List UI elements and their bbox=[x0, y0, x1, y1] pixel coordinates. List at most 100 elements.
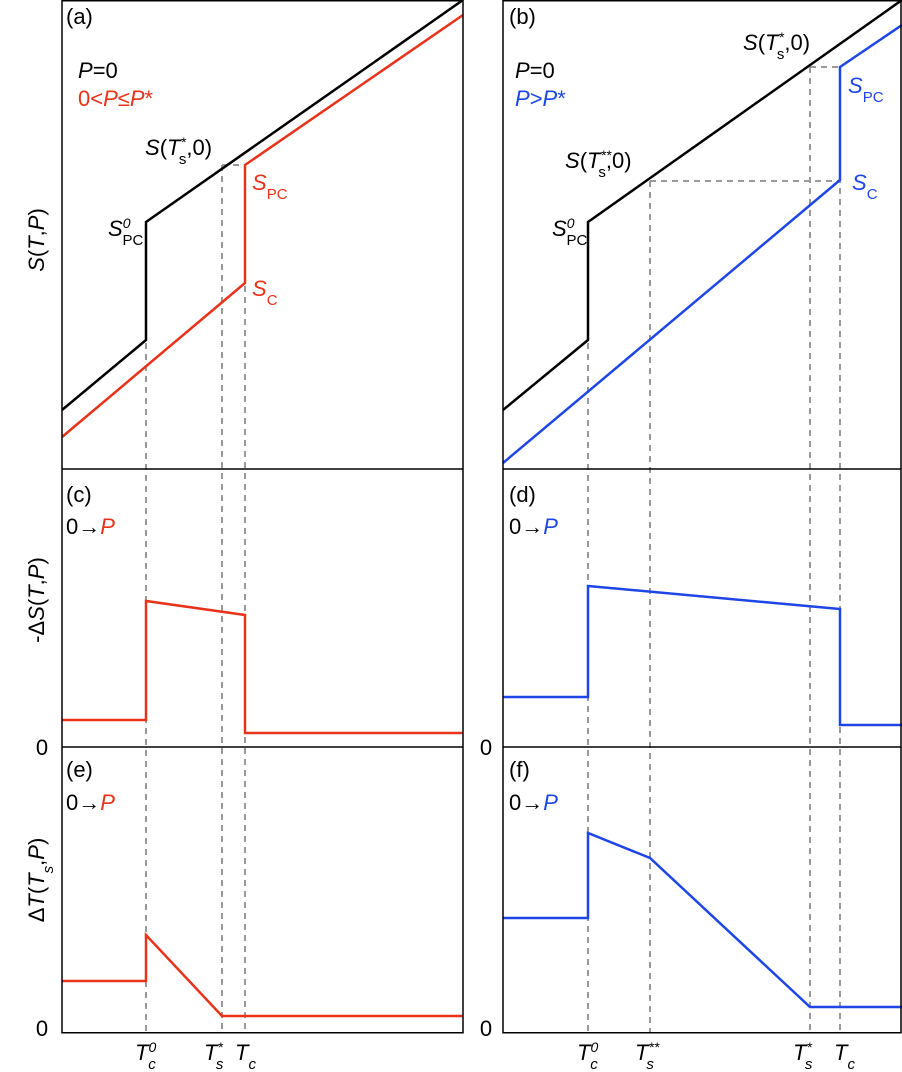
x-label: Tc bbox=[235, 1040, 256, 1072]
zero-label: 0 bbox=[36, 735, 48, 760]
label-part: 0 bbox=[590, 1039, 598, 1055]
label-part: T bbox=[793, 1040, 808, 1065]
label-part: -Δ bbox=[24, 620, 49, 642]
label-part: c bbox=[248, 1056, 256, 1072]
label-part: S bbox=[24, 257, 49, 272]
label-part: T bbox=[167, 135, 182, 160]
label-part: S bbox=[24, 606, 49, 621]
curve-dt bbox=[503, 831, 902, 1009]
label-part: 0< bbox=[78, 86, 103, 111]
label-part: 0→ bbox=[66, 790, 100, 815]
label-part: Δ bbox=[24, 907, 49, 922]
frames bbox=[61, 0, 902, 1034]
label-part: ( bbox=[580, 148, 588, 173]
process: 0→P bbox=[509, 514, 558, 539]
label-part: s bbox=[179, 151, 187, 168]
label-part: T bbox=[635, 1040, 650, 1065]
label-part: P bbox=[515, 58, 530, 83]
panel-tag: (b) bbox=[509, 4, 536, 29]
label-part: =0 bbox=[530, 58, 555, 83]
label-part: * bbox=[145, 86, 154, 111]
panel-tag: (e) bbox=[66, 757, 93, 782]
annotation: S(T* s,0) bbox=[145, 134, 212, 168]
curve-dt bbox=[62, 931, 463, 1018]
label-part: ( bbox=[160, 135, 168, 160]
legend-entry: 0<P≤P* bbox=[78, 86, 154, 111]
label-part: * bbox=[557, 86, 566, 111]
label-part: S bbox=[108, 216, 123, 241]
label-part: S bbox=[565, 148, 580, 173]
label-part: c bbox=[148, 1056, 156, 1072]
label-part: s bbox=[646, 1056, 654, 1072]
label-part: s bbox=[598, 164, 606, 181]
zero-label: 0 bbox=[480, 1016, 492, 1041]
label-part: P bbox=[24, 215, 49, 230]
label-part: ** bbox=[648, 1039, 659, 1055]
process: 0→P bbox=[509, 790, 558, 815]
label-part: S bbox=[145, 135, 160, 160]
label-part: T bbox=[24, 893, 49, 908]
process: 0→P bbox=[66, 790, 115, 815]
label-part: 0→ bbox=[509, 514, 543, 539]
label-part: , bbox=[24, 860, 49, 866]
annotation: S(T** s,0) bbox=[565, 147, 632, 181]
label-part: s bbox=[40, 865, 57, 873]
label-part: T bbox=[765, 30, 780, 55]
annotation: SPC bbox=[252, 170, 288, 203]
panel-tag: (f) bbox=[509, 757, 530, 782]
label-part: c bbox=[847, 1056, 855, 1072]
label-part: 0→ bbox=[66, 514, 100, 539]
label-part: T bbox=[24, 235, 49, 250]
label-part: S bbox=[743, 30, 758, 55]
label-part: T bbox=[135, 1040, 150, 1065]
curve-p0 bbox=[502, 0, 902, 411]
panel-tag: (d) bbox=[509, 482, 536, 507]
y-axis-label: -ΔS(T,P) bbox=[24, 557, 49, 643]
label-part: ** bbox=[600, 147, 611, 163]
panel-tag: (a) bbox=[66, 4, 93, 29]
label-part: P bbox=[24, 845, 49, 860]
label-part: PC bbox=[566, 232, 587, 249]
label-part: S bbox=[252, 170, 267, 195]
label-part: PC bbox=[267, 186, 288, 203]
label-part: T bbox=[834, 1040, 849, 1065]
label-part: S bbox=[848, 73, 863, 98]
curve-p0 bbox=[61, 0, 464, 411]
label-part: ( bbox=[24, 598, 49, 606]
label-part: ) bbox=[24, 208, 49, 215]
label-part: , bbox=[24, 579, 49, 585]
annotation: SC bbox=[252, 276, 278, 309]
zero-label: 0 bbox=[36, 1016, 48, 1041]
legend-entry: P>P* bbox=[515, 86, 566, 111]
x-label: T** s bbox=[635, 1039, 660, 1072]
label-part: P bbox=[103, 86, 118, 111]
annotation: S(T* s,0) bbox=[743, 29, 810, 63]
guides bbox=[145, 66, 841, 1033]
label-part: T bbox=[24, 584, 49, 599]
label-part: ( bbox=[758, 30, 766, 55]
annotation: S0 PC bbox=[108, 215, 143, 249]
y-axis-label: ΔT(Ts,P) bbox=[24, 838, 57, 923]
label-part: 0 bbox=[123, 215, 131, 231]
label-part: P bbox=[543, 86, 558, 111]
label-part: P bbox=[515, 86, 530, 111]
label-part: P bbox=[130, 86, 145, 111]
label-part: * bbox=[778, 29, 784, 45]
label-part: P bbox=[543, 514, 558, 539]
label-part: 0 bbox=[148, 1039, 156, 1055]
process: 0→P bbox=[66, 514, 115, 539]
curve-ds bbox=[62, 599, 463, 735]
label-part: P bbox=[100, 790, 115, 815]
label-part: =0 bbox=[93, 58, 118, 83]
annotation: S0 PC bbox=[552, 215, 587, 249]
label-part: , bbox=[24, 230, 49, 236]
y-axis-label: S(T,P) bbox=[24, 208, 49, 272]
label-part: * bbox=[180, 134, 186, 150]
label-part: C bbox=[267, 292, 278, 309]
label-part: 0→ bbox=[509, 790, 543, 815]
label-part: T bbox=[587, 148, 602, 173]
label-part: P bbox=[24, 564, 49, 579]
label-part: T bbox=[577, 1040, 592, 1065]
label-part: 0 bbox=[567, 215, 575, 231]
